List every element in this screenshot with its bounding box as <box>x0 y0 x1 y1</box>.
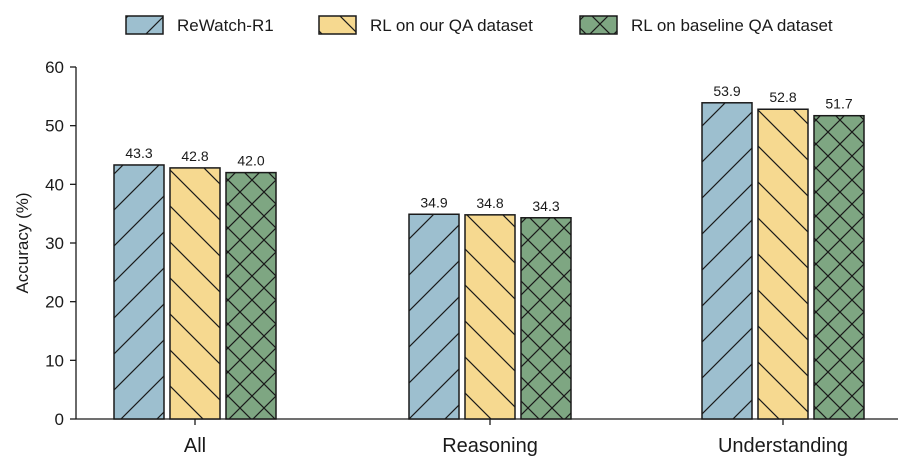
data-label: 34.3 <box>532 198 559 214</box>
y-tick-label: 60 <box>45 58 64 77</box>
bar-hatch <box>113 164 165 420</box>
legend-label: RL on baseline QA dataset <box>631 16 833 35</box>
bar <box>464 214 516 420</box>
bar <box>225 171 277 420</box>
bars <box>113 102 865 420</box>
bar <box>169 167 221 420</box>
data-label: 53.9 <box>713 83 740 99</box>
bar-hatch <box>701 102 753 420</box>
legend-label: RL on our QA dataset <box>370 16 533 35</box>
legend-swatch-hatch <box>579 15 618 35</box>
y-axis-title: Accuracy (%) <box>13 192 32 293</box>
y-tick-label: 0 <box>55 410 64 429</box>
data-label: 52.8 <box>769 89 796 105</box>
data-label: 51.7 <box>825 96 852 112</box>
x-tick-label: All <box>184 435 206 457</box>
bar-hatch <box>169 167 221 420</box>
bar-hatch <box>408 213 460 420</box>
data-label: 34.9 <box>420 194 447 210</box>
x-tick-label: Understanding <box>718 435 848 457</box>
bar <box>757 108 809 420</box>
value-labels: 43.3 42.8 42.0 34.9 34.8 34.3 53.9 52.8 51.7 <box>125 83 852 214</box>
x-axis: All Reasoning Understanding <box>76 418 898 457</box>
data-label: 43.3 <box>125 145 152 161</box>
bar <box>408 213 460 420</box>
y-tick-label: 40 <box>45 175 64 194</box>
legend-item: RL on our QA dataset <box>318 15 533 35</box>
y-tick-label: 50 <box>45 117 64 136</box>
bar <box>701 102 753 420</box>
bar-hatch <box>757 108 809 420</box>
data-label: 42.0 <box>237 153 264 169</box>
data-label: 42.8 <box>181 148 208 164</box>
bar <box>813 114 865 420</box>
bar-hatch <box>520 217 572 420</box>
y-tick-label: 30 <box>45 234 64 253</box>
legend-swatch-hatch <box>125 15 164 35</box>
legend-swatch-hatch <box>318 15 357 35</box>
x-tick-label: Reasoning <box>442 435 538 457</box>
legend-item: RL on baseline QA dataset <box>579 15 833 35</box>
legend-item: ReWatch-R1 <box>125 15 274 35</box>
bar-hatch <box>464 214 516 420</box>
legend: ReWatch-R1 RL on our QA dataset RL on base… <box>125 15 833 35</box>
y-tick-label: 20 <box>45 293 64 312</box>
bar <box>520 217 572 420</box>
legend-label: ReWatch-R1 <box>177 16 274 35</box>
bar-hatch <box>225 171 277 420</box>
bar <box>113 164 165 420</box>
bar-hatch <box>813 114 865 420</box>
y-axis: 0 10 20 30 40 50 60 <box>45 58 77 429</box>
data-label: 34.8 <box>476 195 503 211</box>
y-tick-label: 10 <box>45 351 64 370</box>
